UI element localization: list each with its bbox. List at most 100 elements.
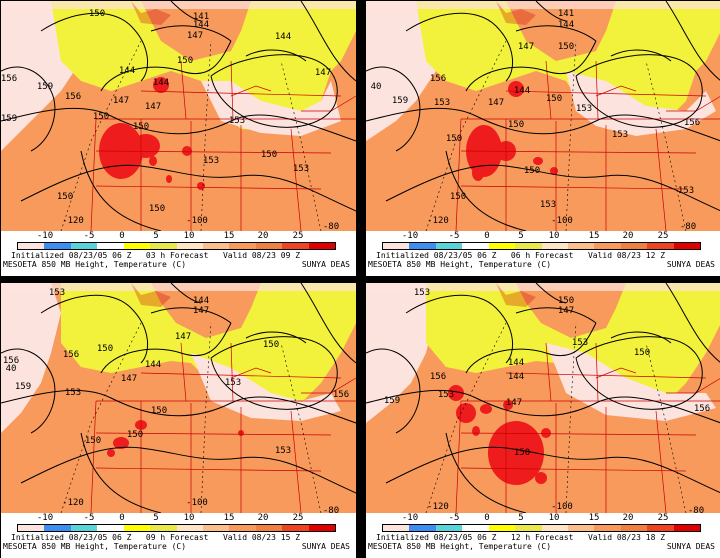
transition-zone	[546, 343, 716, 421]
colorbar-swatch	[620, 525, 648, 531]
contour-label: 153	[434, 98, 450, 108]
contour-label: 147	[193, 306, 209, 316]
hot-spot	[541, 428, 551, 438]
contour-label: 150	[263, 340, 279, 350]
height-contour	[515, 25, 597, 42]
org-label: SUNYA DEAS	[301, 542, 350, 551]
map-canvas: 153150147153150144144147156153159150156-…	[366, 283, 720, 513]
contour-label: 153	[203, 156, 219, 166]
colorbar-tick-label: 15	[588, 231, 600, 241]
state-border	[455, 400, 462, 513]
colorbar-swatch	[409, 243, 436, 249]
contour-label: 156	[63, 350, 79, 360]
height-contour	[465, 40, 597, 92]
height-contour	[665, 1, 720, 81]
hot-spot	[149, 156, 157, 166]
contour-label: 150	[127, 430, 143, 440]
colorbar-swatches	[382, 242, 701, 250]
lake-outline	[131, 283, 171, 307]
colorbar-tick-label: 10	[548, 513, 560, 523]
height-contour	[40, 12, 149, 82]
map-top-band	[1, 1, 356, 9]
height-contour	[150, 25, 232, 42]
contour-label: 141	[558, 9, 574, 19]
height-contour	[366, 66, 421, 152]
colorbar-swatch	[541, 243, 568, 249]
colorbar-swatches	[17, 524, 336, 532]
state-border	[95, 467, 322, 472]
colorbar-legend: -10 -5 0 5 10 15 20 25 Initialized 08/23/05 06 …	[366, 513, 720, 558]
colorbar-tick-label: 0	[484, 513, 490, 523]
contour-label: 144	[145, 360, 161, 370]
height-contour	[1, 66, 56, 152]
contour-label: 150	[93, 112, 109, 122]
state-border	[545, 60, 552, 120]
colorbar-swatch	[70, 243, 98, 249]
state-border	[595, 85, 637, 97]
hot-spot	[107, 449, 115, 457]
height-contour	[20, 164, 356, 212]
height-contour	[245, 49, 307, 62]
contour-label: 153	[678, 186, 694, 196]
height-contour	[515, 307, 597, 324]
height-contour	[535, 283, 567, 304]
contour-label: 153	[576, 104, 592, 114]
contour-label: 150	[508, 120, 524, 130]
contour-label: 144	[193, 20, 209, 30]
lake-outline	[131, 1, 171, 25]
height-contour	[100, 322, 232, 374]
valid-time: Valid 08/23 12 Z	[587, 251, 666, 260]
contour-label: 144	[508, 358, 524, 368]
state-border	[95, 185, 322, 190]
colorbar-tick-label: 15	[588, 513, 600, 523]
hot-spot	[535, 472, 547, 484]
contour-label: -120	[62, 498, 84, 508]
colorbar-swatch	[97, 243, 124, 249]
contour-label: 147	[558, 306, 574, 316]
contour-label: 159	[1, 114, 17, 124]
org-label: SUNYA DEAS	[666, 542, 715, 551]
state-border	[140, 372, 342, 379]
height-contour	[1, 107, 356, 142]
hot-spot	[472, 165, 484, 181]
contour-label: 150	[450, 192, 466, 202]
contour-label: -100	[551, 502, 573, 512]
colorbar-swatch	[229, 525, 256, 531]
product-name: MESOETA 850 MB Height, Temperature (C)	[3, 260, 187, 269]
contour-label: 153	[540, 200, 556, 210]
colorbar-swatch	[229, 243, 256, 249]
colorbar-ticks: -10 -5 0 5 10 15 20 25	[1, 231, 356, 243]
contour-label: 156	[430, 74, 446, 84]
contour-label: 144	[119, 66, 135, 76]
height-contour	[610, 49, 672, 62]
colorbar-swatch	[176, 525, 203, 531]
contour-label: 150	[446, 134, 462, 144]
colorbar-swatch	[308, 243, 336, 249]
transition-zone	[201, 81, 341, 136]
height-contour	[1, 348, 56, 434]
colorbar-ticks: -10 -5 0 5 10 15 20 25	[366, 513, 720, 525]
colorbar-swatch	[594, 243, 621, 249]
height-contour	[535, 1, 567, 22]
height-contour	[385, 164, 720, 212]
contour-label: 150	[149, 204, 165, 214]
meridian-line	[645, 342, 687, 513]
colorbar-swatch	[383, 243, 410, 249]
contour-label: 150	[177, 56, 193, 66]
contour-label: 156	[430, 372, 446, 382]
colorbar-tick-label: -10	[36, 513, 54, 523]
hot-spot	[197, 182, 205, 190]
contour-label: 147	[488, 98, 504, 108]
colorbar-swatch	[202, 525, 230, 531]
height-contour	[100, 40, 232, 92]
colorbar-swatch	[488, 525, 516, 531]
state-border	[180, 342, 187, 402]
contour-label: 156	[684, 118, 700, 128]
colorbar-swatch	[383, 525, 410, 531]
state-border	[460, 467, 687, 472]
contour-label: 150	[261, 150, 277, 160]
height-contour	[445, 150, 527, 231]
contour-label: -80	[688, 506, 704, 513]
colorbar-tick-label: -10	[401, 231, 419, 241]
colorbar-tick-label: 0	[119, 513, 125, 523]
